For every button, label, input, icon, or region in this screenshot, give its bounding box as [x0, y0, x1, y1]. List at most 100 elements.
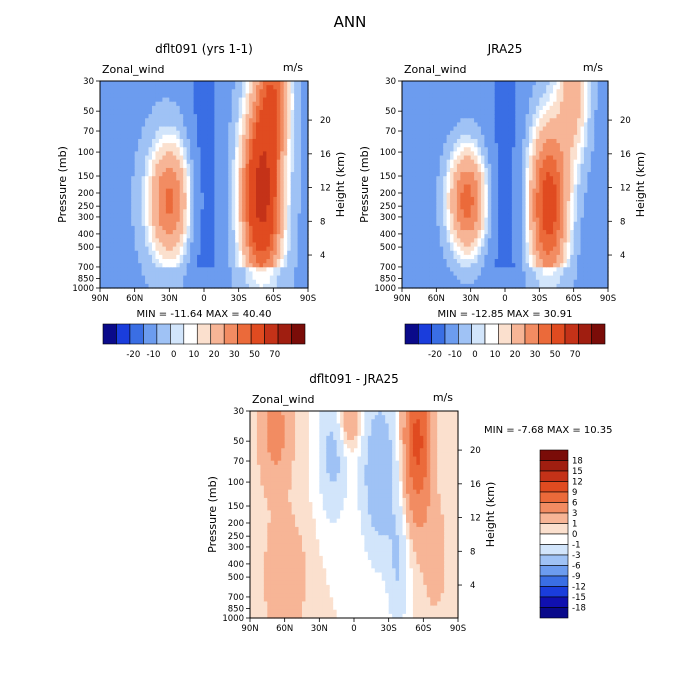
- heatmap-cell: [221, 225, 226, 231]
- heatmap-cell: [172, 159, 177, 165]
- heatmap-cell: [405, 221, 410, 227]
- heatmap-cell: [124, 246, 129, 252]
- heatmap-cell: [273, 188, 278, 194]
- heatmap-cell: [460, 225, 465, 231]
- heatmap-cell: [443, 192, 448, 198]
- heatmap-cell: [419, 217, 424, 223]
- heatmap-cell: [214, 230, 219, 235]
- heatmap-cell: [297, 114, 302, 119]
- heatmap-cell: [463, 126, 468, 132]
- heatmap-cell: [158, 213, 163, 219]
- heatmap-cell: [200, 180, 205, 186]
- y-tick-label: 300: [78, 213, 94, 223]
- heatmap-cell: [474, 89, 479, 95]
- heatmap-cell: [450, 271, 455, 277]
- heatmap-cell: [262, 184, 267, 190]
- heatmap-cell: [124, 184, 129, 190]
- heatmap-cell: [256, 234, 261, 239]
- heatmap-cell: [238, 221, 243, 227]
- heatmap-cell: [439, 217, 444, 223]
- heatmap-cell: [408, 151, 413, 157]
- heatmap-cell: [110, 213, 115, 219]
- heatmap-cell: [415, 159, 420, 165]
- heatmap-cell: [269, 213, 274, 219]
- heatmap-cell: [217, 271, 222, 277]
- heatmap-cell: [287, 254, 292, 260]
- heatmap-cell: [405, 101, 410, 107]
- heatmap-cell: [259, 81, 264, 86]
- y-tick-label: 250: [78, 202, 94, 212]
- heatmap-cell: [501, 267, 506, 273]
- heatmap-cell: [467, 126, 472, 132]
- heatmap-cell: [155, 196, 160, 202]
- heatmap-cell: [498, 105, 503, 111]
- heatmap-cell: [463, 176, 468, 181]
- heatmap-cell: [131, 176, 136, 181]
- heatmap-cell: [515, 230, 520, 235]
- heatmap-cell: [470, 217, 475, 223]
- heatmap-cell: [113, 242, 118, 248]
- heatmap-cell: [179, 159, 184, 165]
- heatmap-cell: [245, 201, 250, 206]
- heatmap-cell: [429, 93, 434, 99]
- heatmap-cell: [252, 246, 257, 252]
- heatmap-cell: [266, 225, 271, 231]
- heatmap-cell: [470, 155, 475, 161]
- heatmap-cell: [456, 259, 461, 264]
- heatmap-cell: [511, 242, 516, 248]
- heatmap-cell: [402, 163, 407, 169]
- heatmap-cell: [235, 254, 240, 260]
- heatmap-cell: [439, 225, 444, 231]
- heatmap-cell: [494, 93, 499, 99]
- heatmap-cell: [280, 196, 285, 202]
- heatmap-cell: [301, 250, 306, 256]
- heatmap-cell: [221, 184, 226, 190]
- heatmap-cell: [214, 159, 219, 165]
- heatmap-cell: [463, 81, 468, 86]
- heatmap-cell: [460, 81, 465, 86]
- heatmap-cell: [304, 267, 309, 273]
- heatmap-cell: [120, 155, 125, 161]
- heatmap-cell: [152, 155, 157, 161]
- heatmap-cell: [422, 143, 427, 148]
- heatmap-cell: [152, 163, 157, 169]
- heatmap-cell: [304, 105, 309, 111]
- heatmap-cell: [110, 143, 115, 148]
- heatmap-cell: [158, 114, 163, 119]
- heatmap-cell: [200, 101, 205, 107]
- heatmap-cell: [522, 176, 527, 181]
- heatmap-cell: [252, 159, 257, 165]
- heatmap-cell: [456, 283, 461, 289]
- heatmap-cell: [217, 134, 222, 140]
- heatmap-cell: [415, 254, 420, 260]
- heatmap-cell: [491, 155, 496, 161]
- heatmap-cell: [193, 188, 198, 194]
- heatmap-cell: [100, 267, 105, 273]
- heatmap-cell: [252, 130, 257, 136]
- heatmap-cell: [106, 192, 111, 198]
- heatmap-cell: [525, 234, 530, 239]
- heatmap-cell: [508, 114, 513, 119]
- heatmap-cell: [262, 138, 267, 144]
- heatmap-cell: [231, 122, 236, 128]
- heatmap-cell: [491, 250, 496, 256]
- heatmap-cell: [152, 283, 157, 289]
- heatmap-cell: [515, 180, 520, 186]
- heatmap-cell: [432, 134, 437, 140]
- heatmap-cell: [141, 81, 146, 86]
- heatmap-cell: [463, 134, 468, 140]
- heatmap-cell: [235, 188, 240, 194]
- heatmap-cell: [456, 271, 461, 277]
- heatmap-cell: [217, 151, 222, 157]
- heatmap-cell: [290, 81, 295, 86]
- heatmap-cell: [505, 279, 510, 285]
- heatmap-cell: [494, 97, 499, 103]
- heatmap-cell: [402, 242, 407, 248]
- heatmap-cell: [193, 105, 198, 111]
- heatmap-cell: [262, 250, 267, 256]
- heatmap-cell: [131, 283, 136, 289]
- heatmap-cell: [487, 114, 492, 119]
- heatmap-cell: [463, 184, 468, 190]
- heatmap-cell: [269, 126, 274, 132]
- heatmap-cell: [120, 196, 125, 202]
